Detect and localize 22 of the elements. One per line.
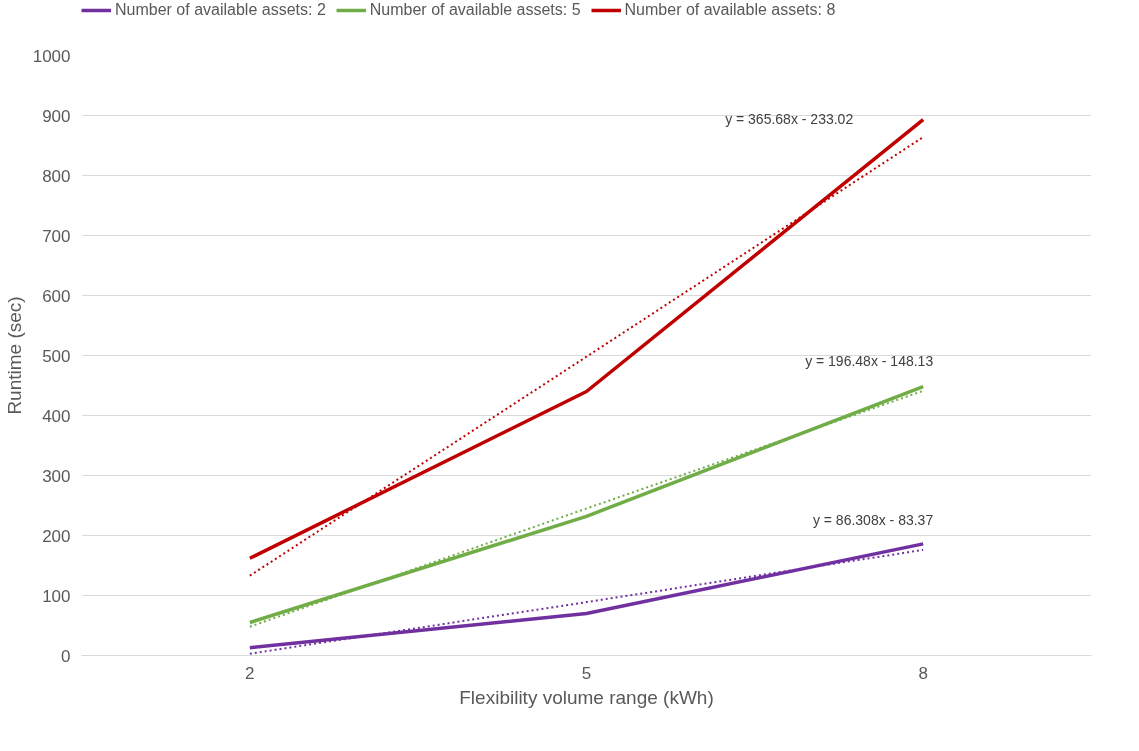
y-axis-title: Runtime (sec) — [3, 296, 25, 415]
y-tick-label: 100 — [42, 586, 71, 606]
y-tick-label: 200 — [42, 526, 71, 546]
legend-label: Number of available assets: 2 — [115, 1, 326, 19]
y-tick-label: 0 — [61, 646, 71, 666]
y-tick-label: 1000 — [32, 46, 71, 66]
y-tick-label: 700 — [42, 226, 71, 246]
x-tick-label: 5 — [581, 663, 592, 683]
y-tick-label: 300 — [42, 466, 71, 486]
x-axis-title: Flexibility volume range (kWh) — [459, 686, 714, 708]
x-tick-label: 2 — [245, 663, 255, 683]
annotation: y = 86.308x - 83.37 — [812, 511, 934, 528]
annotation: y = 365.68x - 233.02 — [725, 111, 854, 128]
legend-label: Number of available assets: 5 — [369, 1, 581, 19]
x-tick-label: 8 — [918, 663, 928, 683]
y-tick-label: 600 — [42, 286, 71, 306]
y-tick-label: 800 — [42, 166, 71, 186]
y-tick-label: 400 — [42, 406, 71, 426]
y-tick-label: 900 — [42, 106, 71, 126]
annotation: y = 196.48x - 148.13 — [805, 352, 934, 369]
legend-label: Number of available assets: 8 — [624, 1, 836, 19]
y-tick-label: 500 — [42, 346, 71, 366]
